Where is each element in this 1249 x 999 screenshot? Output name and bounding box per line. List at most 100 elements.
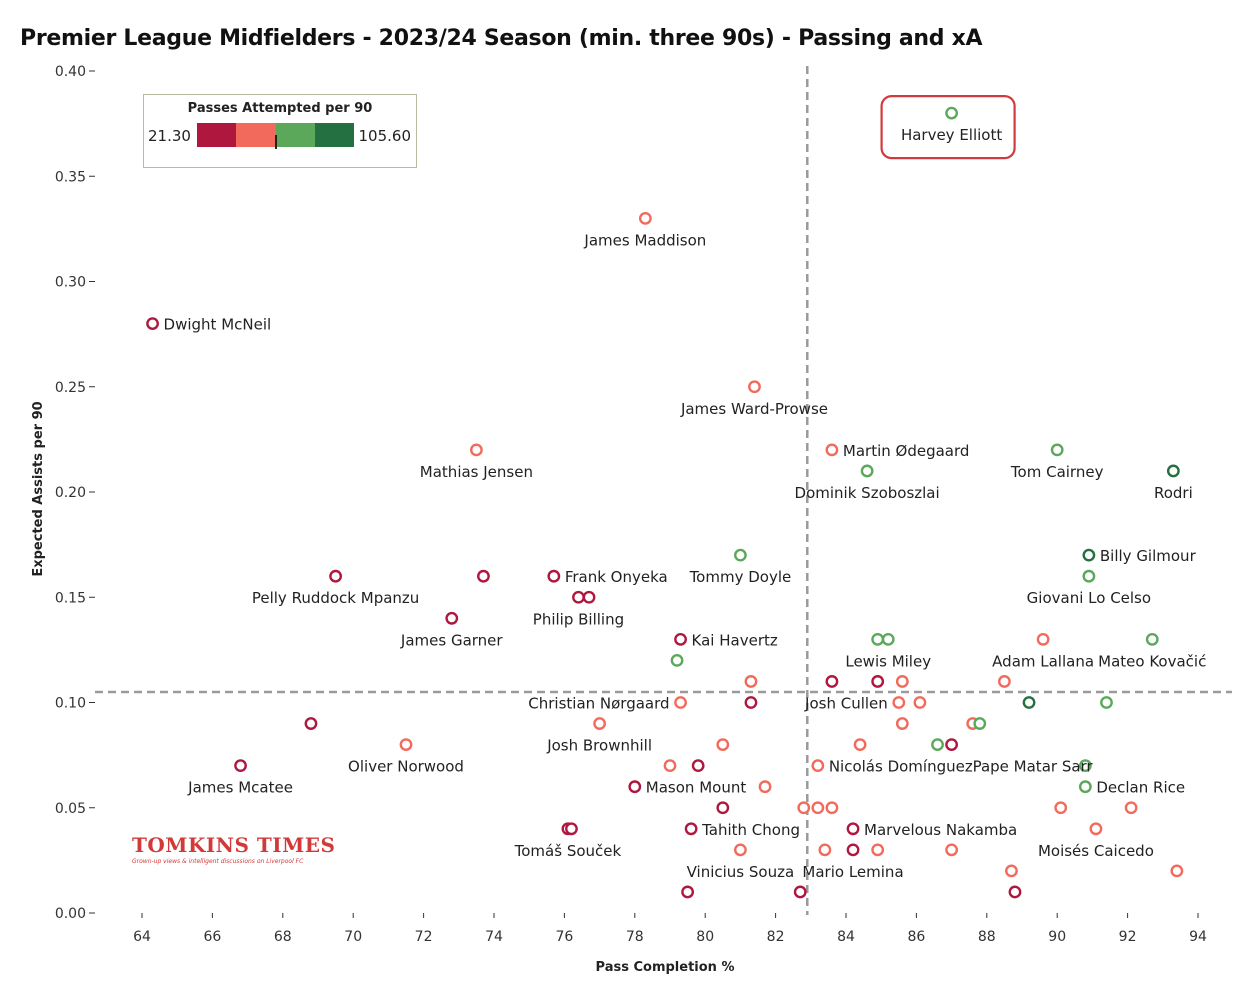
y-tick-label: 0.00 [55,906,86,922]
data-point [1005,864,1018,878]
highlight-box-rect [880,94,1016,160]
data-point [304,717,318,730]
point-label: Mateo Kovačić [1098,652,1206,670]
data-point [670,654,684,667]
axes: 64 66 68 70 72 74 76 78 80 82 84 86 88 90 92 94 0.00 0.05… [55,64,1207,945]
point-label: Lewis Miley [845,652,931,670]
point-label: Billy Gilmour [1100,547,1197,565]
legend-min-label: 21.30 [148,127,191,145]
point-label: James Maddison [583,231,706,249]
color-legend: Passes Attempted per 90 21.30 105.60 [143,94,417,168]
x-tick-label: 74 [485,929,503,945]
x-tick-label: 80 [696,929,714,945]
data-point [547,569,561,583]
point-labels: Harvey Elliott James Maddison Dwight McNei… [164,126,1207,881]
point-label: Marvelous Nakamba [864,821,1017,839]
legend-color-swatch [236,123,276,147]
data-point [913,696,927,709]
data-point [895,675,909,688]
data-point [445,611,459,625]
point-label: Pape Matar Sarr [973,758,1094,776]
data-point [593,717,606,730]
data-point [1100,696,1113,709]
point-label: Mason Mount [646,779,747,797]
x-tick-label: 76 [555,929,573,945]
data-point [1036,632,1050,646]
data-point [681,885,694,899]
y-tick-label: 0.25 [55,380,86,396]
x-tick-label: 82 [767,929,785,945]
point-label: Pelly Ruddock Mpanzu [252,589,419,607]
data-point [565,822,578,836]
point-label: Rodri [1154,484,1193,502]
data-point [663,759,677,773]
data-point [846,822,860,836]
x-tick-label: 90 [1048,929,1066,945]
y-tick-label: 0.10 [55,696,86,712]
legend-color-swatch [275,123,315,147]
data-point [1082,548,1096,562]
point-label: Kai Havertz [692,631,778,649]
x-tick-label: 70 [344,929,362,945]
data-point [945,738,958,751]
legend-color-swatch [197,123,237,147]
point-label: Oliver Norwood [348,758,464,776]
point-label: Christian Nørgaard [528,695,669,713]
point-label: Mathias Jensen [420,463,533,481]
data-point [477,569,490,583]
reference-lines [95,66,1232,915]
x-tick-label: 94 [1189,929,1207,945]
data-point [1078,759,1092,773]
x-tick-label: 64 [133,929,151,945]
data-point [744,696,758,709]
data-point [853,738,867,751]
data-point [871,632,885,646]
highlight-box [880,94,1016,160]
data-point [1082,569,1096,583]
y-tick-label: 0.05 [55,801,86,817]
data-points [146,106,1184,899]
data-point [469,443,483,457]
point-label: Dwight McNeil [164,316,272,334]
data-point [1054,801,1068,815]
point-label: Moisés Caicedo [1038,842,1154,860]
data-point [871,675,885,688]
data-point [234,759,247,773]
data-point [399,738,413,751]
tomkins-times-logo: TOMKINS TIMES Grown-up views & intellige… [132,833,335,865]
legend-marker [275,135,277,149]
data-point [973,717,987,730]
point-label: Giovani Lo Celso [1027,589,1151,607]
data-point [797,801,811,815]
chart-title: Premier League Midfielders - 2023/24 Sea… [20,26,983,51]
data-point [825,443,839,457]
x-axis-label: Pass Completion % [596,960,735,975]
point-label: Tommy Doyle [689,568,792,586]
point-label: Josh Cullen [804,695,888,713]
data-point [811,801,825,815]
data-point [811,759,825,773]
point-label: Tom Cairney [1010,463,1104,481]
data-point [582,590,596,604]
point-label: Mario Lemina [802,863,903,881]
data-point [825,675,839,688]
data-point [734,548,747,562]
data-point [691,759,705,773]
data-point [628,780,642,794]
data-point [146,317,159,330]
data-point [329,569,342,583]
point-label: Frank Onyeka [565,568,668,586]
y-tick-label: 0.20 [55,485,86,501]
point-label: Josh Brownhill [546,737,652,755]
data-point [793,885,807,899]
data-point [572,590,585,604]
data-point [1089,822,1103,836]
data-point [1050,443,1064,457]
y-tick-label: 0.35 [55,169,86,185]
data-point [892,696,906,709]
data-point [818,843,832,857]
data-point [871,843,885,857]
y-tick-label: 0.40 [55,64,86,80]
x-tick-label: 66 [203,929,221,945]
data-point [716,801,730,815]
